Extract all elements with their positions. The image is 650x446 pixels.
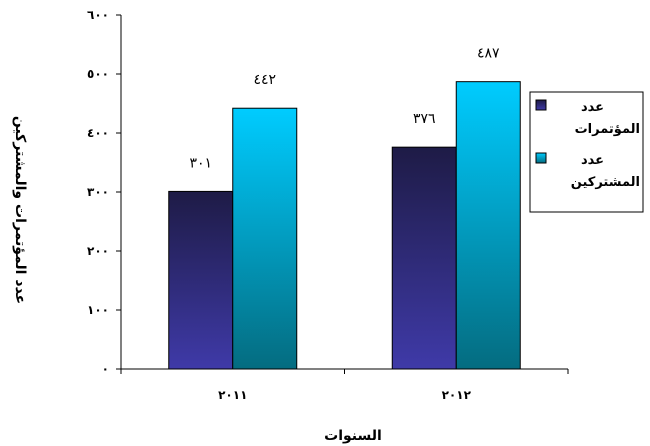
legend-label-line-1: عدد xyxy=(581,100,604,115)
y-tick-label: ٦٠٠ xyxy=(87,8,109,22)
bar-series-2-2011 xyxy=(232,107,298,370)
legend-label-line-1: عدد xyxy=(581,153,604,168)
bar-series-1-2012 xyxy=(391,146,457,370)
data-labels: ٣٠١ ٤٤٢ ٣٧٦ ٤٨٧ xyxy=(189,46,500,172)
y-tick-label: ٠ xyxy=(102,362,109,376)
legend-swatch-series-1 xyxy=(535,99,547,111)
data-label: ٤٤٢ xyxy=(253,72,276,88)
x-tick-label: ٢٠١١ xyxy=(218,388,247,402)
bar-series-1-2011 xyxy=(168,190,234,370)
y-tick-label: ٣٠٠ xyxy=(87,185,109,199)
x-axis-title: السنوات xyxy=(324,428,382,444)
y-tick-label: ٤٠٠ xyxy=(87,126,109,140)
y-tick-label: ٢٠٠ xyxy=(87,244,109,258)
x-tick-label: ٢٠١٢ xyxy=(442,388,472,402)
y-ticks: ٠ ١٠٠ ٢٠٠ ٣٠٠ ٤٠٠ ٥٠٠ ٦٠٠ xyxy=(87,8,121,376)
data-label: ٣٧٦ xyxy=(413,111,436,127)
legend-label-line-2: المشتركين xyxy=(571,175,640,190)
data-label: ٤٨٧ xyxy=(477,46,500,62)
bars xyxy=(168,81,521,370)
y-tick-label: ٥٠٠ xyxy=(87,67,109,81)
y-axis-title: عدد المؤتمرات والمشتركين xyxy=(12,116,28,304)
y-tick-label: ١٠٠ xyxy=(87,303,109,317)
legend-swatch-series-2 xyxy=(535,152,547,164)
bar-series-2-2012 xyxy=(455,81,521,370)
legend-label-line-2: المؤتمرات xyxy=(575,122,640,137)
data-label: ٣٠١ xyxy=(189,155,212,171)
legend: عدد المؤتمرات عدد المشتركين xyxy=(529,91,644,213)
legend-box xyxy=(529,91,644,213)
x-ticks: ٢٠١١ ٢٠١٢ xyxy=(120,369,569,402)
